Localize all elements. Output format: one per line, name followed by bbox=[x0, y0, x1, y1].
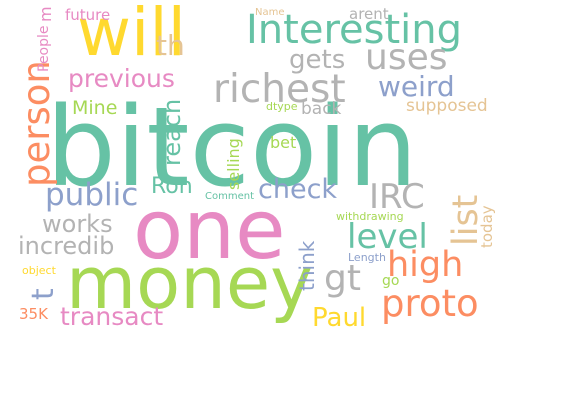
word-money: money bbox=[66, 241, 313, 325]
word-high: high bbox=[387, 245, 464, 285]
word-selling: selling bbox=[224, 138, 243, 190]
word-level: level bbox=[347, 217, 428, 257]
word-go: go bbox=[382, 273, 400, 289]
word-gets: gets bbox=[289, 45, 346, 75]
word-back: back bbox=[301, 99, 342, 119]
word-today: today bbox=[478, 205, 496, 248]
word-check: check bbox=[258, 174, 338, 205]
word-public: public bbox=[45, 177, 139, 213]
word-ron: Ron bbox=[151, 174, 193, 199]
word-dtype: dtype bbox=[266, 100, 298, 113]
word-richest: richest bbox=[213, 67, 346, 112]
word-people: People bbox=[36, 25, 52, 72]
word-supposed: supposed bbox=[406, 96, 488, 116]
word-length: Length bbox=[348, 251, 386, 264]
word-arent: arent bbox=[349, 5, 389, 23]
word-paul: Paul bbox=[312, 303, 367, 333]
word-interesting: Interesting bbox=[246, 7, 462, 53]
word-bet: bet bbox=[270, 133, 297, 152]
word-object: object bbox=[22, 264, 56, 277]
word-35k: 35K bbox=[19, 305, 48, 323]
word-comment: Comment bbox=[205, 191, 254, 202]
word-proto: proto bbox=[381, 282, 479, 325]
word-mine: Mine bbox=[72, 97, 118, 119]
word-works: works bbox=[42, 210, 113, 238]
word-think: think bbox=[295, 240, 319, 291]
word-reach: reach bbox=[158, 98, 186, 166]
word-gt: gt bbox=[324, 258, 361, 299]
word-uses: uses bbox=[365, 37, 448, 78]
word-will: will bbox=[77, 0, 186, 71]
word-m: m bbox=[36, 6, 55, 22]
word-transact: transact bbox=[60, 302, 164, 331]
word-future: future bbox=[65, 6, 111, 24]
word-bitcoin: bitcoin bbox=[46, 83, 418, 211]
word-withdrawing: withdrawing bbox=[336, 210, 404, 223]
word-previous: previous bbox=[68, 64, 175, 93]
word-person: person bbox=[15, 60, 58, 187]
word-irc: IRC bbox=[369, 177, 425, 217]
word-t: t bbox=[26, 288, 61, 300]
word-name: Name bbox=[255, 7, 285, 18]
word-one: one bbox=[133, 183, 286, 278]
word-incredib: incredib bbox=[18, 232, 115, 260]
word-th: th bbox=[156, 29, 185, 62]
word-weird: weird bbox=[378, 70, 455, 103]
